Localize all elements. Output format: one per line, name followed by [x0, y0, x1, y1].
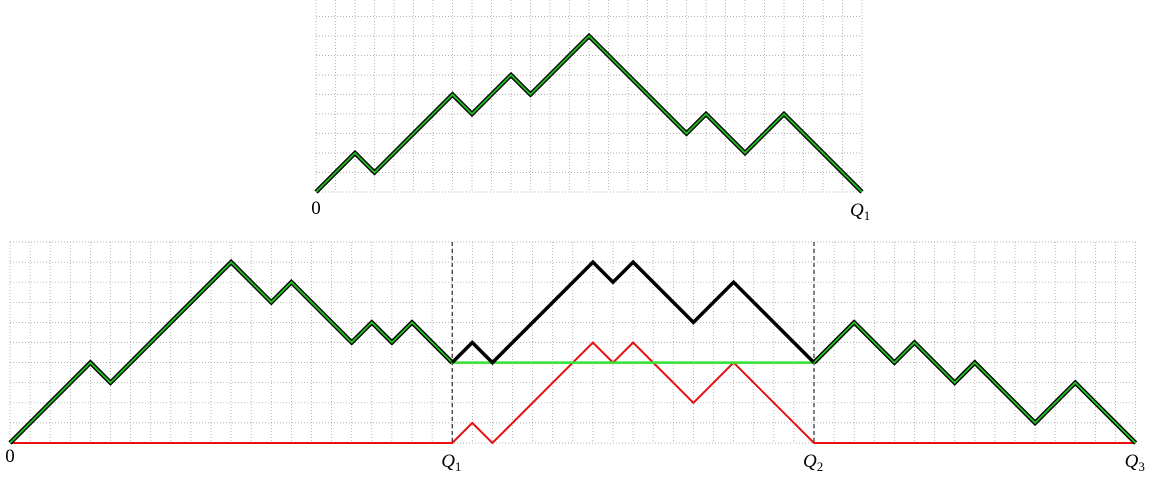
grid: [9, 0, 1136, 444]
letter: Q: [1125, 451, 1139, 472]
markers: Q1 Q2 Q3: [441, 451, 1145, 474]
marker-label: Q2: [803, 451, 823, 474]
subscript: 1: [455, 459, 462, 474]
subscript: 2: [817, 459, 824, 474]
bottom-left-path-outline: [8, 258, 454, 445]
marker-label: Q1: [441, 451, 461, 474]
subscript: 3: [1138, 459, 1145, 474]
bottom-origin-label: 0: [5, 446, 15, 467]
top-path: [315, 34, 863, 193]
subscript: 1: [864, 208, 871, 223]
paths: [8, 32, 1138, 445]
bottom-right-path: [813, 321, 1137, 444]
black-path: [450, 259, 816, 366]
letter: Q: [441, 451, 455, 472]
letter: Q: [803, 451, 817, 472]
letter: Q: [850, 200, 864, 221]
top-origin-label: 0: [311, 198, 321, 219]
marker-label: Q3: [1125, 451, 1145, 474]
top-end-label: Q1: [850, 200, 870, 223]
bottom-left-path: [9, 260, 453, 444]
